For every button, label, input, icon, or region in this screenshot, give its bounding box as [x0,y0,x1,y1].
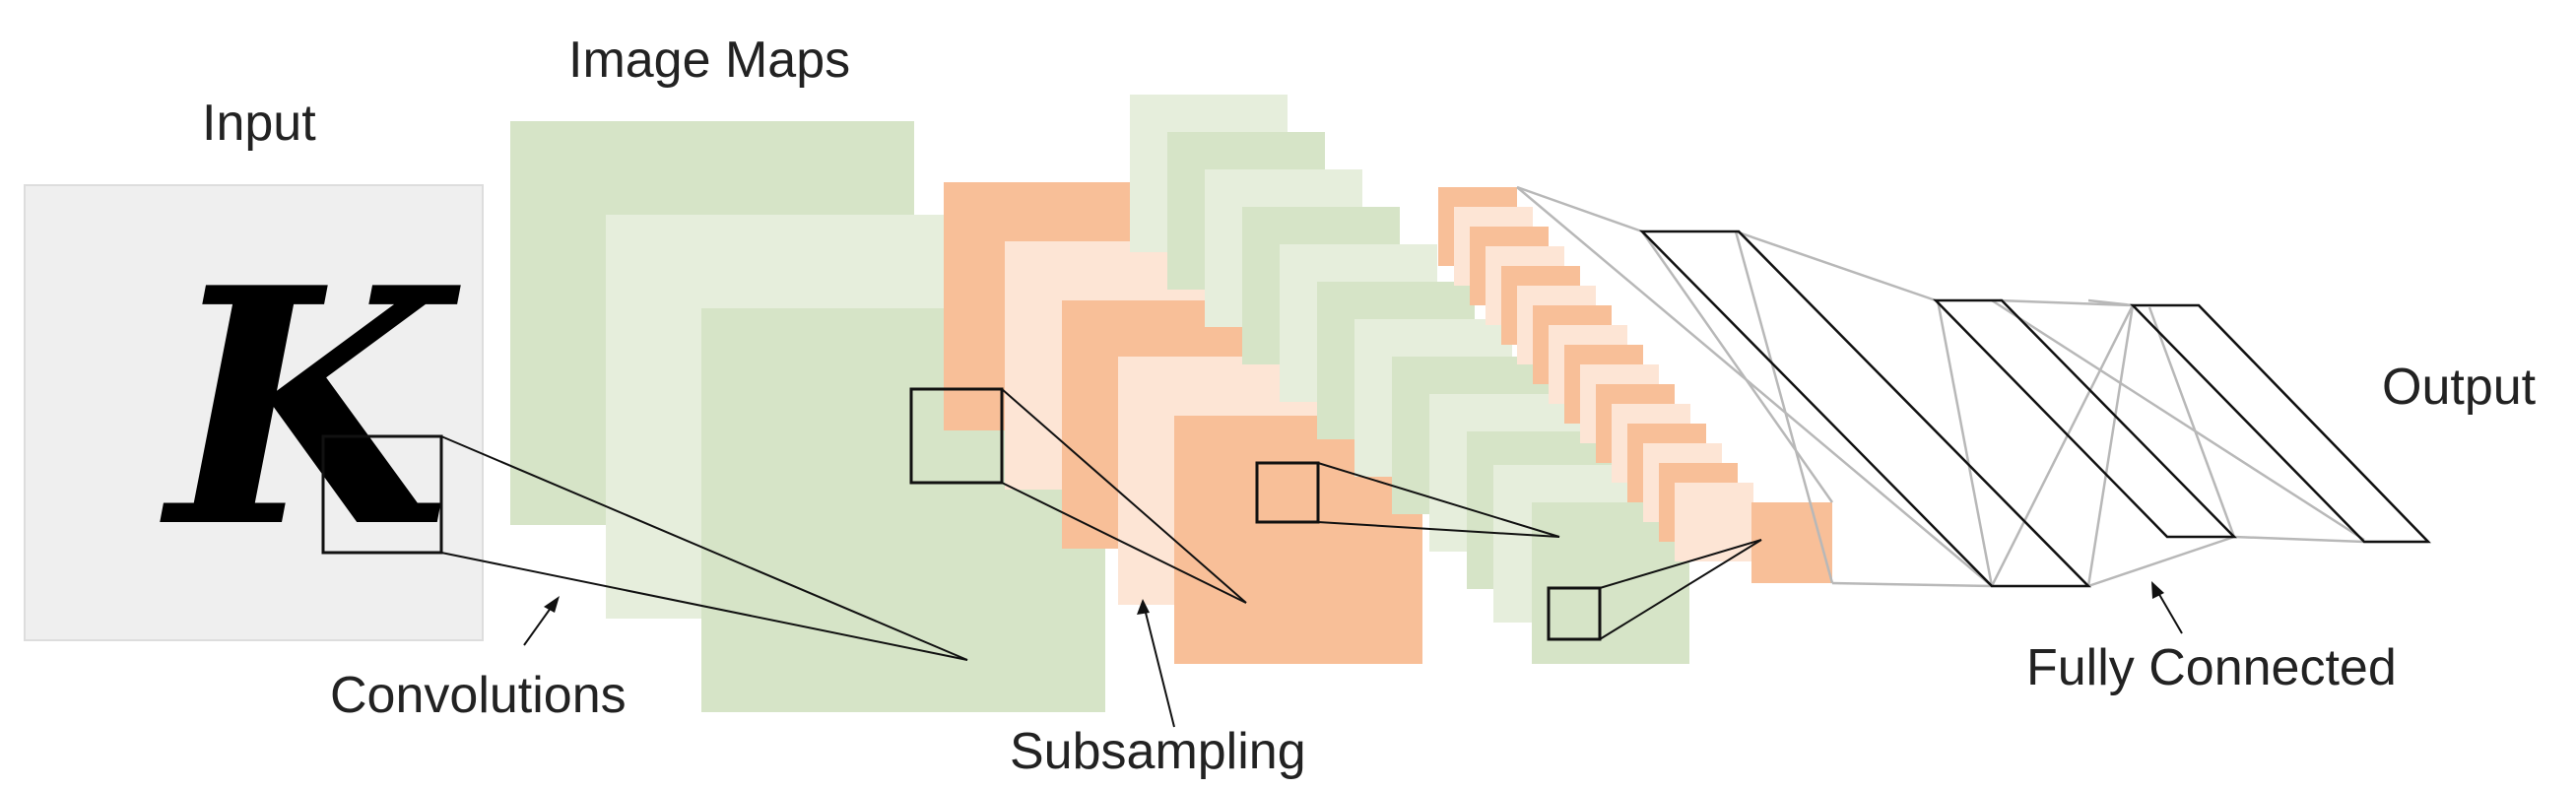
input-image [24,184,484,641]
input-receptive-field [321,434,443,555]
input-glyph: K [158,217,462,599]
fully-connected-layers [1639,230,2431,588]
convolutions-label: Convolutions [330,667,627,724]
subsampling-arrow [1137,599,1175,728]
pooled-window [1255,461,1320,524]
fully-connected-label: Fully Connected [2026,639,2397,696]
fully-connected-arrow [2151,581,2183,634]
conv2-window [1547,586,1602,641]
pooled-map-2 [1675,483,1753,561]
input-label: Input [202,95,316,152]
pooled-map-2 [1751,502,1832,583]
fc-layer-2 [1933,298,2237,539]
fc-layer-3 [2130,303,2431,544]
subsampling-label: Subsampling [1010,723,1306,780]
output-label: Output [2382,359,2537,416]
image-maps-label: Image Maps [568,32,850,89]
image-map-window [909,387,1004,485]
fc-layer-1 [1639,230,2091,588]
subsampling-layer-2 [1438,187,1832,583]
convolutions-arrow [523,596,560,646]
conv-layer-2 [1130,95,1689,664]
